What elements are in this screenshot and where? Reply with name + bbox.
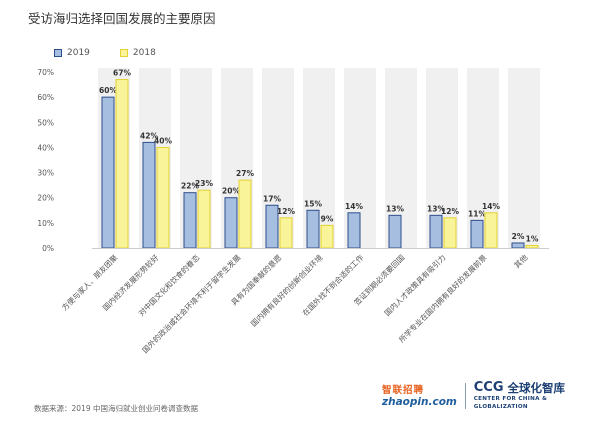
zhaopin-logo-en: zhaopin.com <box>382 395 457 408</box>
value-label-2018: 12% <box>441 207 459 216</box>
bar-2019 <box>511 242 525 249</box>
value-label-2019: 2% <box>512 232 525 241</box>
bar-2018 <box>484 212 498 249</box>
category-band <box>508 68 540 248</box>
bar-2018 <box>238 179 252 249</box>
legend-swatch-2018 <box>119 49 128 57</box>
value-label-2018: 14% <box>482 202 500 211</box>
zhaopin-logo: 智联招聘 zhaopin.com <box>382 385 457 408</box>
bar-2019 <box>224 197 238 249</box>
value-label-2019: 20% <box>222 187 240 196</box>
value-label-2019: 14% <box>345 202 363 211</box>
category-label: 其他 <box>512 252 530 270</box>
bar-2019 <box>142 141 156 249</box>
value-label-2018: 67% <box>113 69 131 78</box>
ccg-logo-cn: 全球化智库 <box>507 381 566 395</box>
y-tick-label: 30% <box>37 169 54 178</box>
ccg-logo-abbr: CCG <box>473 380 504 395</box>
bar-2019 <box>388 214 402 249</box>
y-tick-label: 60% <box>37 93 54 102</box>
legend-item-2019: 2019 <box>54 48 90 58</box>
value-label-2019: 13% <box>386 204 404 213</box>
bar-2019 <box>101 96 115 249</box>
value-label-2019: 15% <box>304 199 322 208</box>
category-label: 国内拥有良好的创新创业环境 <box>248 252 324 328</box>
bar-2018 <box>197 189 211 249</box>
bar-2018 <box>525 244 539 249</box>
y-tick-label: 10% <box>37 219 54 228</box>
source-note: 数据来源：2019 中国海归就业创业问卷调查数据 <box>34 404 198 413</box>
bar-2019 <box>429 214 443 249</box>
legend-item-2018: 2018 <box>119 48 156 58</box>
value-label-2018: 40% <box>154 136 172 145</box>
logo-block: 智联招聘 zhaopin.com CCG 全球化智库 CENTER FOR CH… <box>382 381 594 411</box>
value-label-2019: 22% <box>181 182 199 191</box>
value-label-2018: 1% <box>526 234 539 243</box>
bar-2019 <box>347 212 361 249</box>
legend-swatch-2019 <box>54 49 62 57</box>
bar-2018 <box>320 224 334 249</box>
value-label-2019: 11% <box>468 209 486 218</box>
ccg-logo-en: CENTER FOR CHINA & GLOBALIZATION <box>473 396 548 410</box>
value-label-2019: 13% <box>427 204 445 213</box>
ccg-logo: CCG 全球化智库 CENTER FOR CHINA & GLOBALIZATI… <box>474 381 594 411</box>
legend-label-2019: 2019 <box>67 48 90 58</box>
value-label-2019: 17% <box>263 194 281 203</box>
y-tick-label: 0% <box>42 244 54 253</box>
value-label-2018: 27% <box>236 169 254 178</box>
logo-divider <box>464 383 466 409</box>
y-tick-label: 70% <box>37 68 54 77</box>
category-label: 所学专业在国内拥有良好的发展前景 <box>396 252 488 344</box>
bar-2018 <box>279 217 293 249</box>
value-label-2018: 12% <box>277 207 295 216</box>
zhaopin-logo-cn: 智联招聘 <box>382 384 425 396</box>
bar-2019 <box>306 209 320 249</box>
y-tick-label: 40% <box>37 143 54 152</box>
legend: 2019 2018 <box>54 48 156 58</box>
y-tick-label: 50% <box>37 118 54 127</box>
y-tick-label: 20% <box>37 194 54 203</box>
chart-title: 受访海归选择回国发展的主要原因 <box>28 11 216 26</box>
bar-2019 <box>470 219 484 249</box>
value-label-2019: 42% <box>140 131 158 140</box>
value-label-2019: 60% <box>99 86 117 95</box>
bar-2018 <box>115 79 129 249</box>
bar-2018 <box>443 217 457 249</box>
value-label-2018: 23% <box>195 179 213 188</box>
legend-label-2018: 2018 <box>132 48 156 58</box>
bar-2019 <box>183 192 197 249</box>
value-label-2018: 9% <box>321 214 334 223</box>
bar-2018 <box>156 146 170 249</box>
